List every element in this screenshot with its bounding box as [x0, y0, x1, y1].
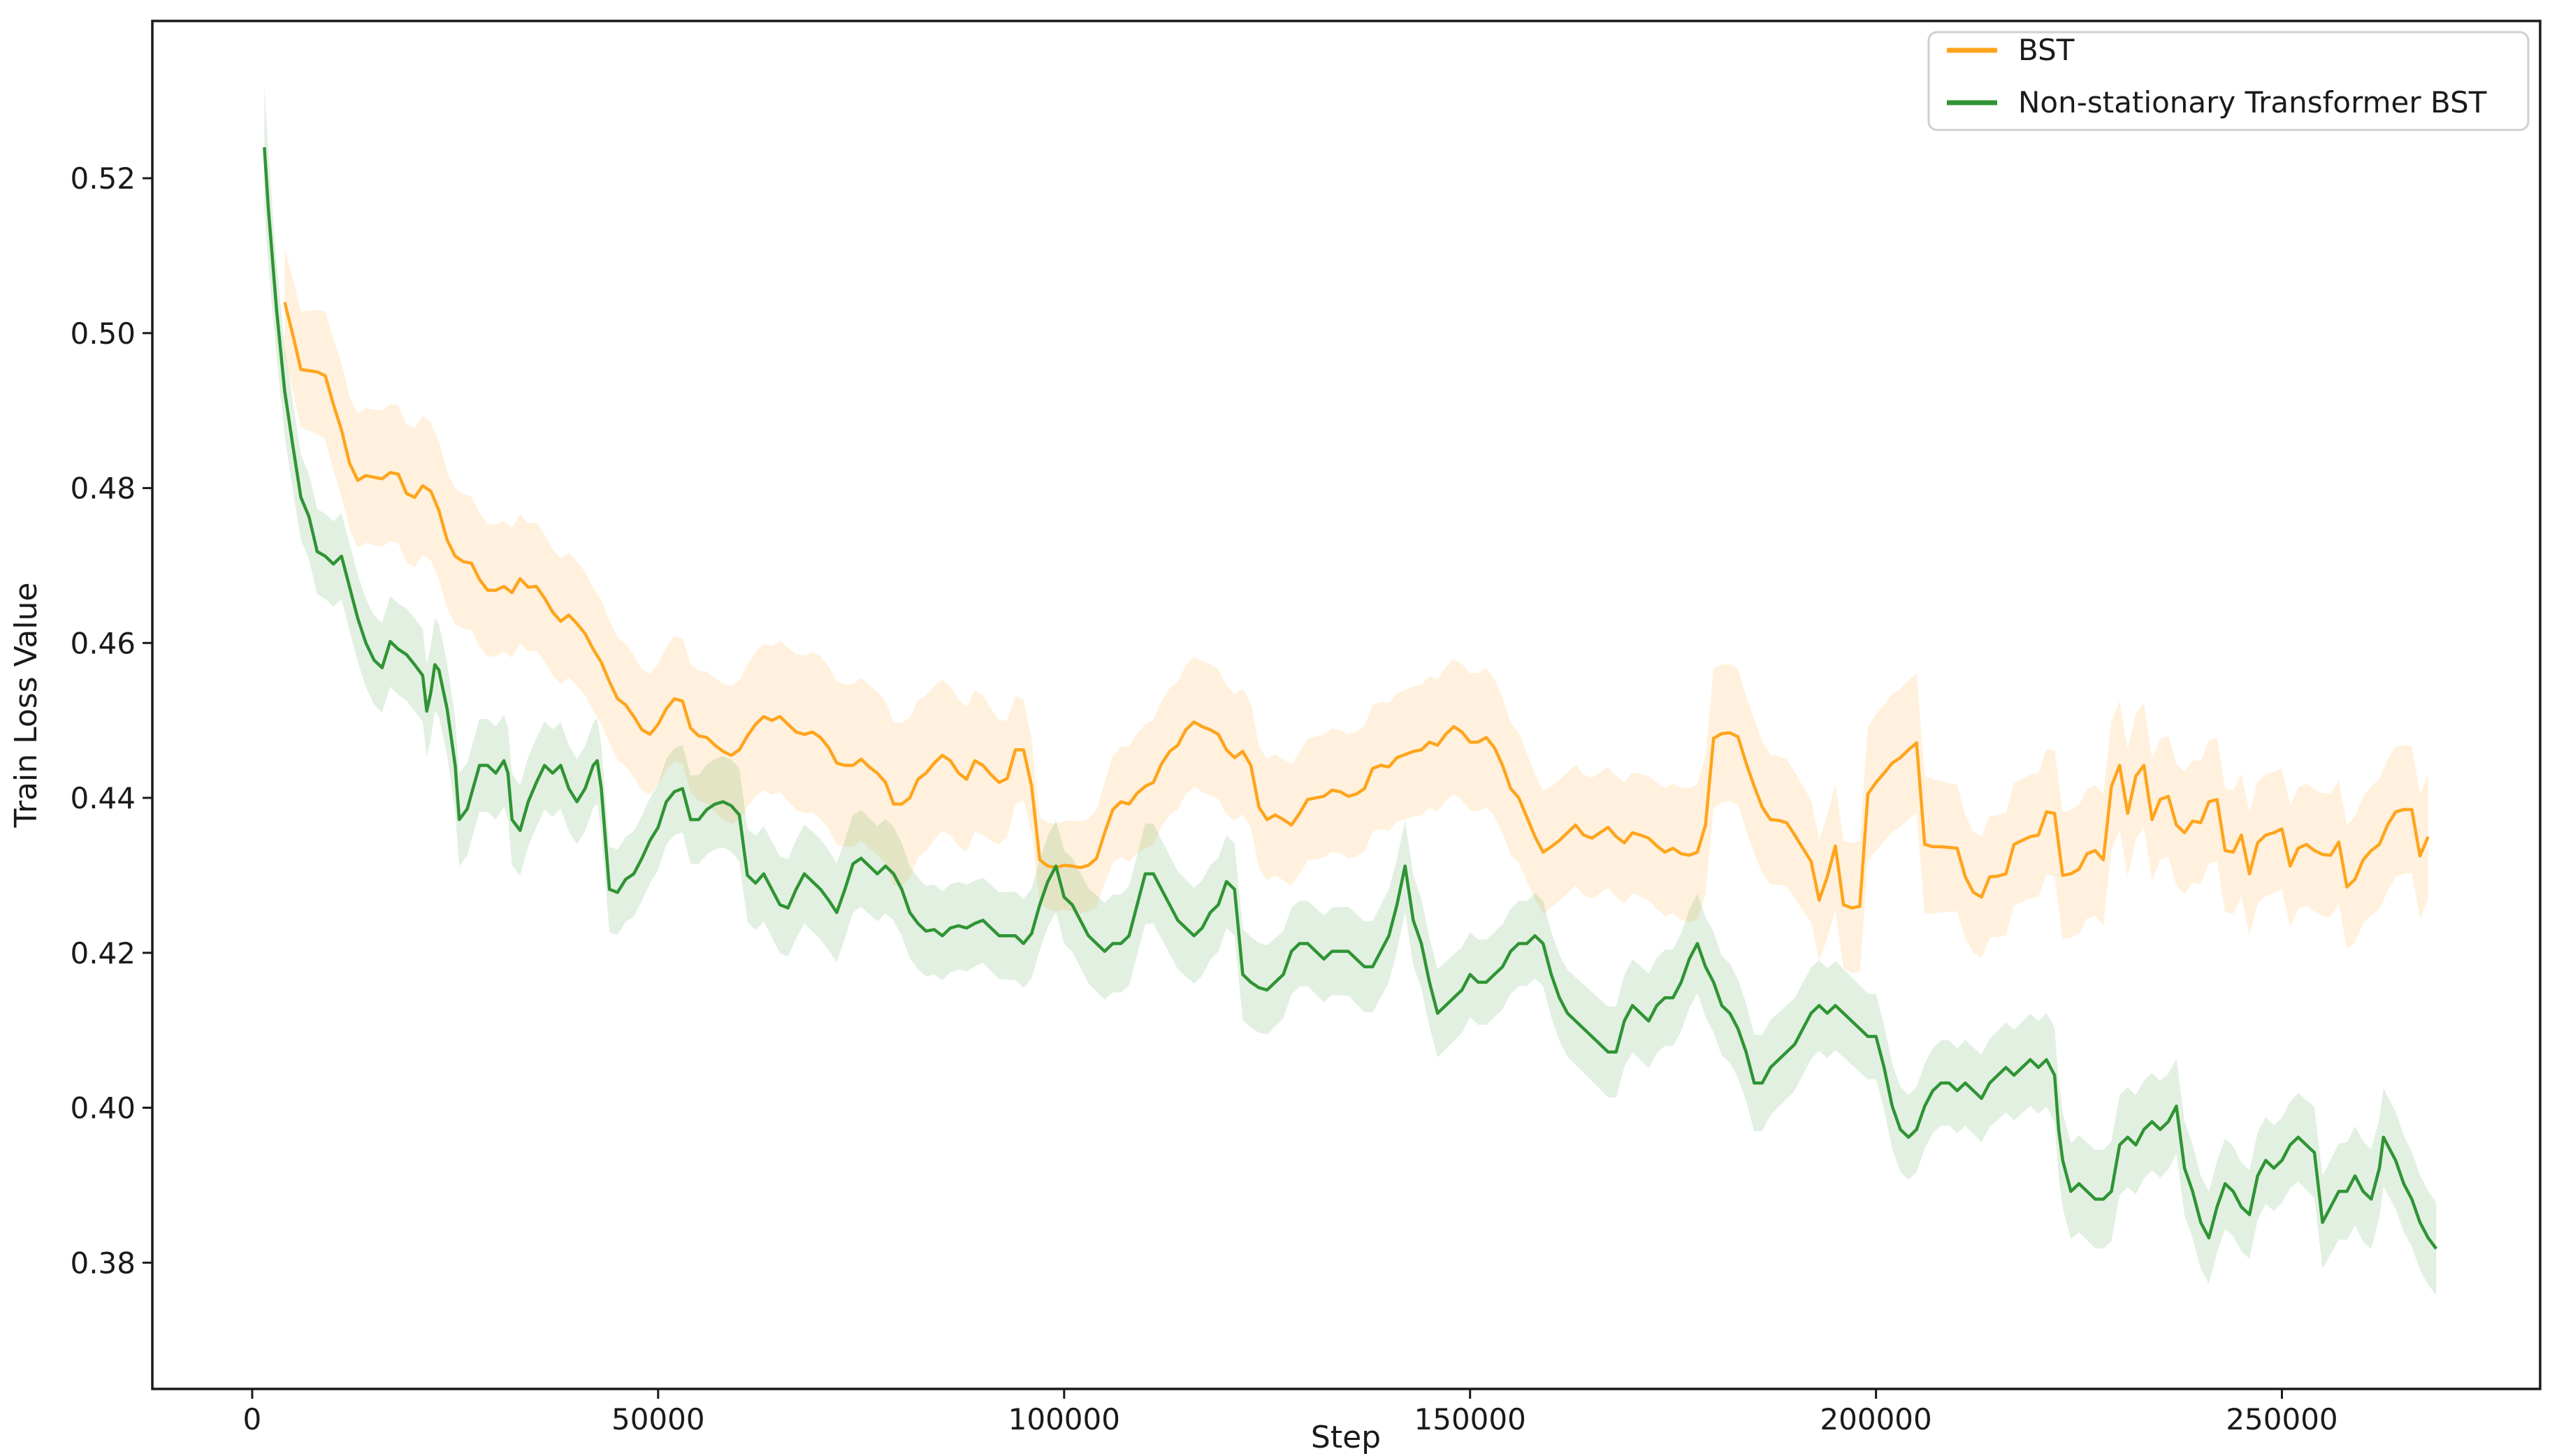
x-axis: 0 50000 100000 150000 200000 250000 — [243, 1389, 2338, 1436]
confidence-bands — [264, 85, 2437, 1295]
nst-bst-confidence-band — [264, 85, 2437, 1295]
x-tick-label: 150000 — [1414, 1402, 1526, 1436]
plot-border — [151, 20, 2542, 1390]
y-tick-label: 0.52 — [70, 161, 136, 196]
y-tick-label: 0.40 — [70, 1091, 136, 1126]
x-tick-label: 0 — [243, 1402, 262, 1436]
x-tick-label: 100000 — [1008, 1402, 1120, 1436]
x-tick-label: 250000 — [2226, 1402, 2337, 1436]
y-tick-label: 0.38 — [70, 1246, 136, 1280]
x-axis-label: Step — [1311, 1420, 1381, 1455]
y-axis-label: Train Loss Value — [8, 583, 44, 829]
y-tick-label: 0.44 — [70, 781, 136, 815]
nst-bst-line — [263, 147, 2438, 1250]
legend: BST Non-stationary Transformer BST — [1927, 31, 2530, 131]
legend-label-nst-bst: Non-stationary Transformer BST — [2018, 85, 2487, 119]
y-tick-label: 0.42 — [70, 936, 136, 970]
bst-confidence-band — [284, 247, 2428, 973]
bst-line — [283, 301, 2430, 910]
x-tick-label: 200000 — [1820, 1402, 1931, 1436]
legend-box — [1927, 31, 2530, 131]
y-tick-label: 0.48 — [70, 472, 136, 506]
x-tick-label: 50000 — [611, 1402, 705, 1436]
series-lines — [263, 147, 2438, 1250]
y-axis: 0.38 0.40 0.42 0.44 0.46 0.48 0.50 0.52 — [70, 161, 152, 1280]
y-tick-label: 0.46 — [70, 626, 136, 660]
legend-label-bst: BST — [2018, 33, 2075, 67]
y-tick-label: 0.50 — [70, 316, 136, 351]
